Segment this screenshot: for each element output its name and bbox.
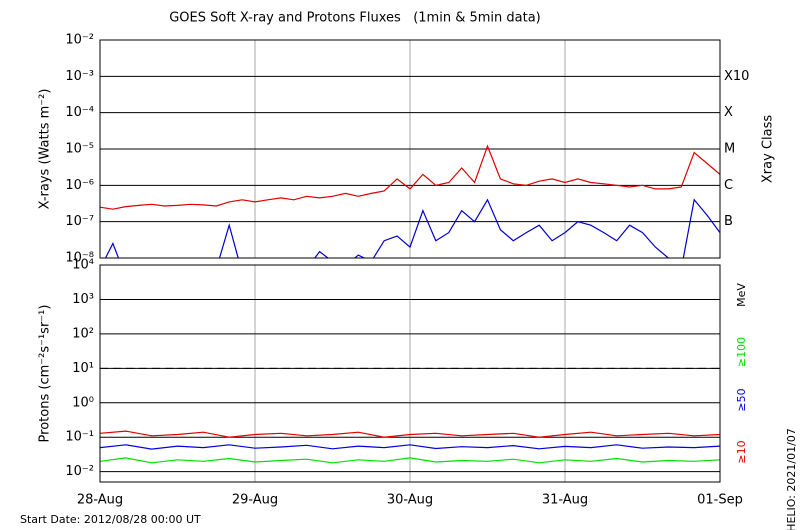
y-tick-label: 10⁻¹ xyxy=(65,430,94,445)
x-tick-label: 01-Sep xyxy=(697,493,743,508)
series-line xyxy=(100,444,720,450)
y-tick-label: 10⁻⁸ xyxy=(65,251,94,266)
start-date: Start Date: 2012/08/28 00:00 UT xyxy=(20,513,201,526)
x-tick-label: 28-Aug xyxy=(77,493,123,508)
legend-entry: ≥10 xyxy=(735,440,748,463)
y-tick-label: 10⁴ xyxy=(72,258,94,273)
x-tick-label: 31-Aug xyxy=(542,493,588,508)
y-tick-label: 10⁻⁶ xyxy=(65,178,94,193)
x-tick-label: 29-Aug xyxy=(232,493,278,508)
y-tick-label: 10² xyxy=(72,326,94,341)
y2-axis-label: Xray Class xyxy=(761,115,776,183)
y-tick-label: 10⁻² xyxy=(65,33,94,48)
y-tick-label: 10⁻⁷ xyxy=(65,214,94,229)
class-label: B xyxy=(724,214,733,229)
legend-title: MeV xyxy=(735,283,748,307)
class-label: M xyxy=(724,142,735,157)
y-tick-label: 10¹ xyxy=(72,361,94,376)
class-label: X10 xyxy=(724,69,749,84)
x-tick-label: 30-Aug xyxy=(387,493,433,508)
series-line xyxy=(100,457,720,464)
legend-entry: ≥100 xyxy=(735,337,748,367)
legend-entry: ≥50 xyxy=(735,388,748,411)
credit: HELIO: 2021/01/07 xyxy=(785,428,798,530)
y-tick-label: 10⁻⁵ xyxy=(65,142,94,157)
plot-frame xyxy=(99,39,721,259)
class-label: C xyxy=(724,178,733,193)
y-tick-label: 10⁻⁴ xyxy=(65,105,94,120)
series-line xyxy=(100,430,720,438)
class-label: X xyxy=(724,105,733,120)
y-axis-label: Protons (cm⁻²s⁻¹sr⁻¹) xyxy=(38,305,53,443)
y-tick-label: 10⁻² xyxy=(65,464,94,479)
plot-frame xyxy=(99,264,721,483)
chart-title: GOES Soft X-ray and Protons Fluxes (1min… xyxy=(169,11,541,26)
y-axis-label: X-rays (Watts m⁻²) xyxy=(38,89,53,210)
y-tick-label: 10⁻³ xyxy=(65,69,94,84)
series-line xyxy=(104,198,720,258)
series-line xyxy=(100,144,720,210)
y-tick-label: 10⁰ xyxy=(72,395,94,410)
y-tick-label: 10³ xyxy=(72,292,94,307)
